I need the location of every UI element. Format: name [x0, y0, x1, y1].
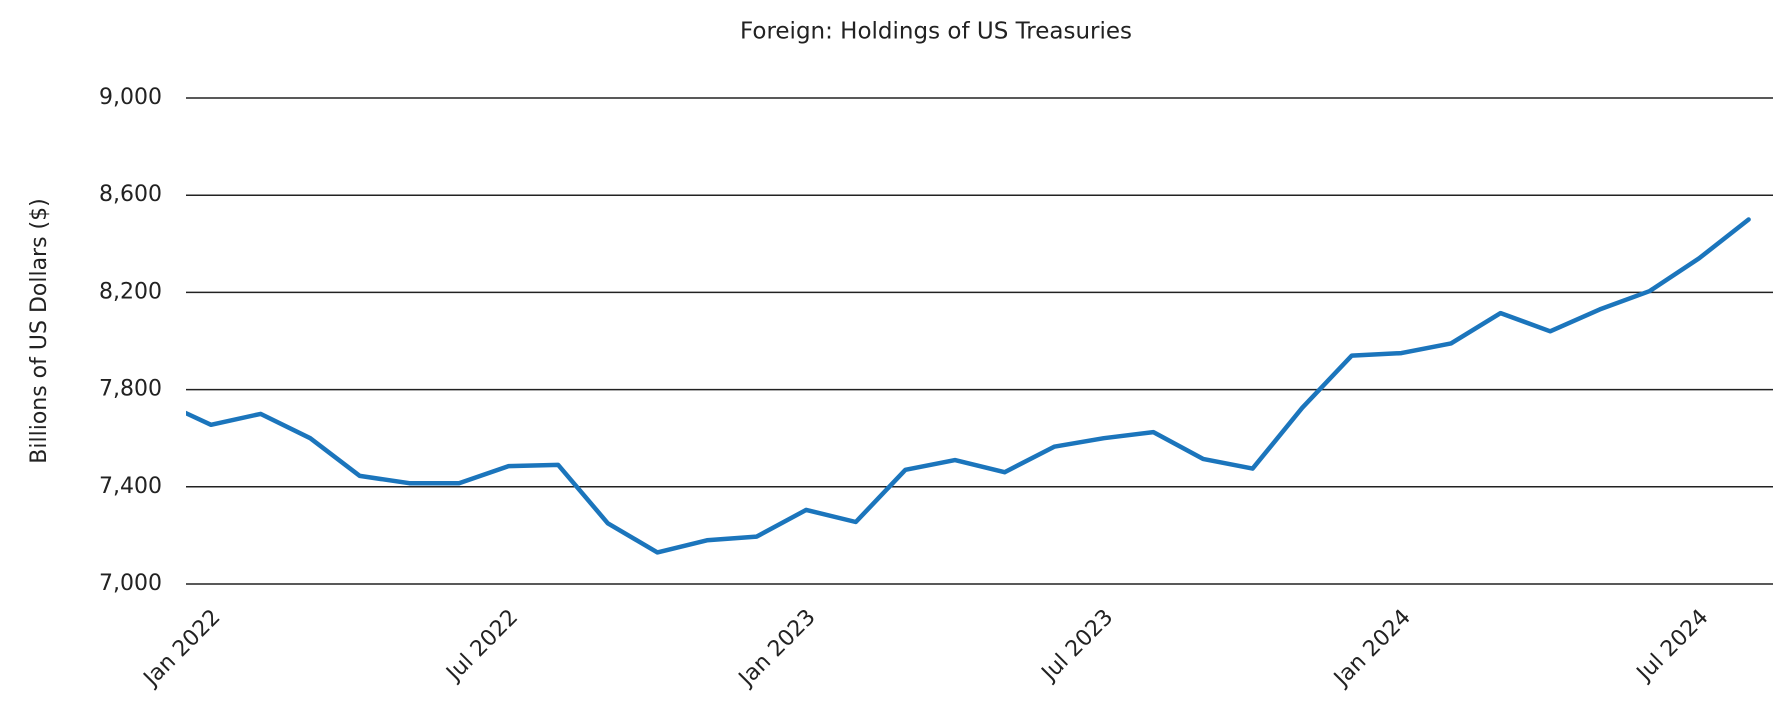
- y-tick-label: 7,400: [99, 474, 162, 499]
- y-tick-label: 8,600: [99, 182, 162, 207]
- plot-area: [186, 217, 1751, 555]
- x-tick-label: Jul 2023: [1036, 605, 1118, 687]
- y-axis-title: Billions of US Dollars ($): [27, 198, 52, 463]
- y-tick-label: 7,800: [99, 377, 162, 402]
- x-tick-label: Jan 2024: [1328, 605, 1416, 693]
- y-tick-label: 8,200: [99, 279, 162, 304]
- chart-title: Foreign: Holdings of US Treasuries: [740, 19, 1132, 45]
- x-tick-label: Jul 2022: [441, 605, 523, 687]
- x-tick-label: Jan 2022: [138, 605, 226, 693]
- x-tick-label: Jan 2023: [733, 605, 821, 693]
- data-line: [186, 217, 1751, 555]
- y-tick-label: 9,000: [99, 85, 162, 110]
- y-tick-label: 7,000: [99, 571, 162, 596]
- x-tick-label: Jul 2024: [1631, 605, 1713, 687]
- grid: [186, 97, 1773, 585]
